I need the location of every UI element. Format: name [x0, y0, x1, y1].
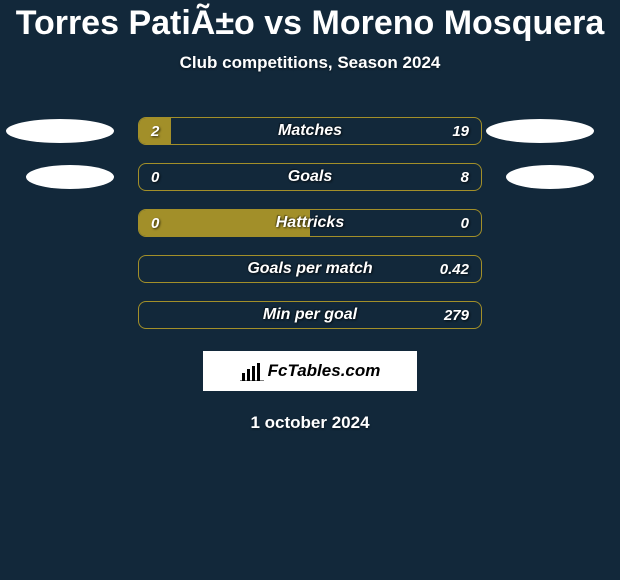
- stat-bar: 279Min per goal: [138, 301, 482, 329]
- stat-bar: 219Matches: [138, 117, 482, 145]
- left-ellipse: [26, 165, 114, 189]
- stat-value-left: [139, 302, 163, 328]
- comparison-row: 0 8Goals: [0, 163, 620, 191]
- stat-label: Min per goal: [139, 302, 481, 328]
- left-ellipse: [6, 119, 114, 143]
- stat-value-right: 279: [432, 302, 481, 328]
- right-ellipse: [486, 119, 594, 143]
- stat-label: Matches: [139, 118, 481, 144]
- stat-bar: 00Hattricks: [138, 209, 482, 237]
- brand-logo-text: FcTables.com: [268, 361, 381, 381]
- bar-chart-icon: [240, 361, 264, 381]
- comparison-row: 279Min per goal: [0, 301, 620, 329]
- stat-label: Goals: [139, 164, 481, 190]
- stat-bar-fill: [139, 210, 310, 236]
- stat-value-right: 0.42: [428, 256, 481, 282]
- comparison-row: 0.42Goals per match: [0, 255, 620, 283]
- stat-bar-fill: [139, 118, 171, 144]
- comparison-rows: 219Matches 0 8Goals 00Hattricks 0.42Goals pe…: [0, 117, 620, 329]
- brand-logo: FcTables.com: [203, 351, 417, 391]
- stat-bar: 0 8Goals: [138, 163, 482, 191]
- stat-value-right: 0: [449, 210, 481, 236]
- stat-value-right: 8: [449, 164, 481, 190]
- right-ellipse: [506, 165, 594, 189]
- stat-bar: 0.42Goals per match: [138, 255, 482, 283]
- footer-date: 1 october 2024: [250, 413, 369, 433]
- stat-label: Goals per match: [139, 256, 481, 282]
- page-subtitle: Club competitions, Season 2024: [180, 53, 441, 73]
- stat-value-left: 0: [139, 164, 171, 190]
- comparison-row: 219Matches: [0, 117, 620, 145]
- page-title: Torres PatiÃ±o vs Moreno Mosquera: [16, 4, 605, 43]
- stat-value-right: 19: [440, 118, 481, 144]
- stat-value-left: [139, 256, 163, 282]
- comparison-row: 00Hattricks: [0, 209, 620, 237]
